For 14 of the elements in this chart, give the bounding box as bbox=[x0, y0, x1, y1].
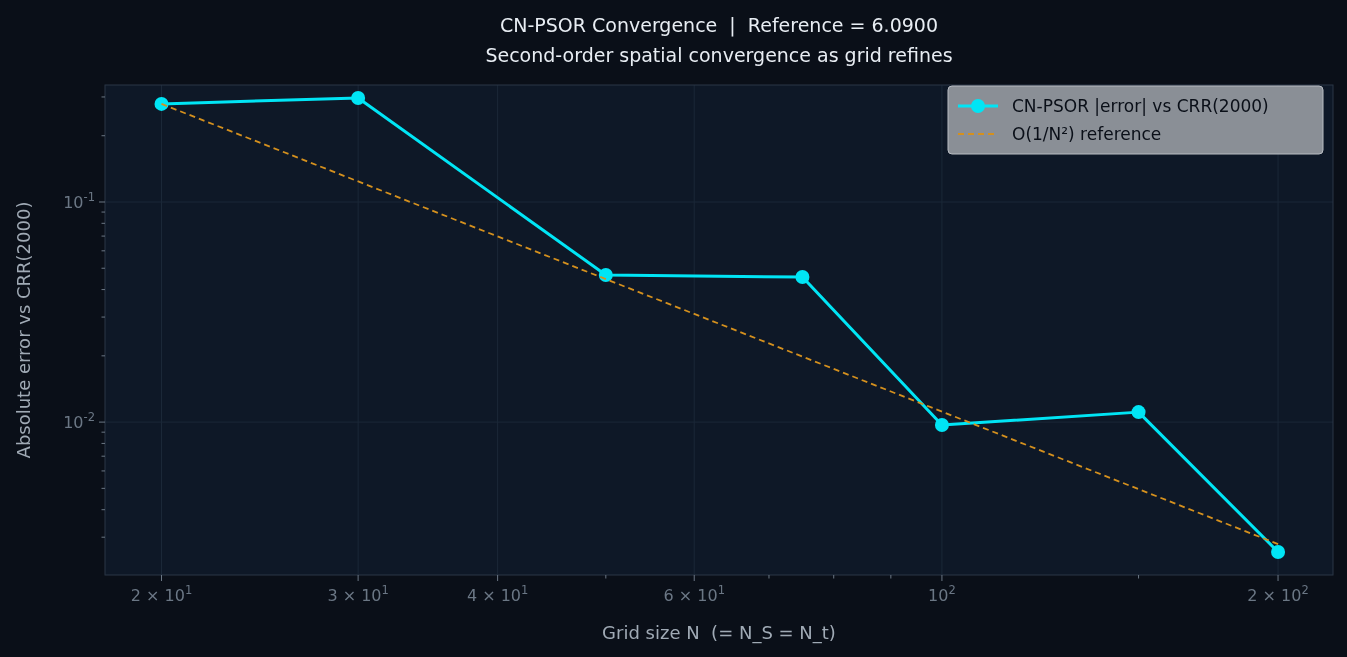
x-tick-label: 6 × 10$^{1}$ bbox=[663, 583, 725, 605]
y-tick-label: 10$^{-1}$ bbox=[63, 189, 95, 212]
y-tick-label: 10$^{-2}$ bbox=[63, 410, 95, 433]
x-tick-label: 2 × 10$^{1}$ bbox=[130, 583, 193, 605]
x-axis-title: Grid size N (= N_S = N_t) bbox=[602, 622, 836, 644]
legend-label: CN-PSOR |error| vs CRR(2000) bbox=[1012, 96, 1269, 116]
y-axis-title: Absolute error vs CRR(2000) bbox=[13, 201, 34, 459]
x-tick-label: 4 × 10$^{1}$ bbox=[466, 583, 529, 605]
x-tick-label: 2 × 10$^{2}$ bbox=[1247, 583, 1309, 605]
x-tick-label: 10$^{2}$ bbox=[928, 583, 956, 605]
legend-label: O(1/N²) reference bbox=[1012, 124, 1162, 144]
chart-subtitle: Second-order spatial convergence as grid refines bbox=[485, 44, 953, 66]
x-tick-label: 3 × 10$^{1}$ bbox=[327, 583, 389, 605]
chart-title: CN-PSOR Convergence | Reference = 6.0900 bbox=[499, 14, 939, 37]
